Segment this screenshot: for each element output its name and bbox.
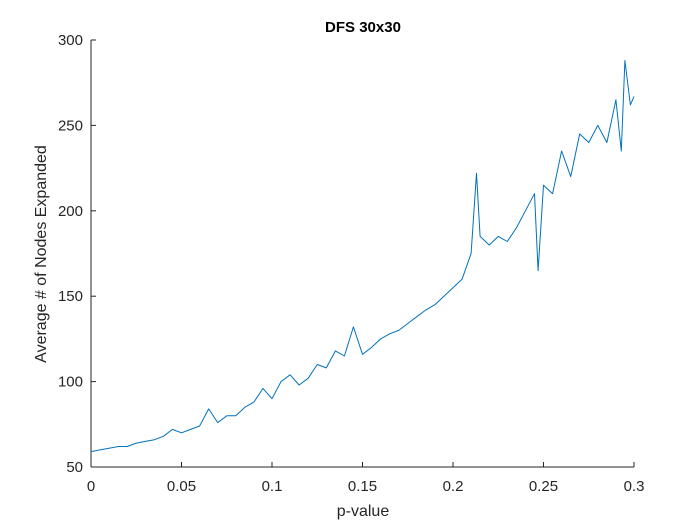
x-tick-label: 0: [87, 478, 95, 495]
x-tick-label: 0.1: [262, 478, 283, 495]
y-tick-label: 50: [66, 459, 83, 476]
plot-area: 0 0.05 0.1 0.15 0.2 0.25 0.3 50 100 150 200 250 300: [58, 32, 644, 495]
y-tick-label: 100: [58, 374, 83, 391]
x-tick-label: 0.15: [348, 478, 377, 495]
x-axis-label: p-value: [337, 503, 390, 520]
x-tick-label: 0.05: [167, 478, 196, 495]
y-axis-label: Average # of Nodes Expanded: [33, 145, 50, 363]
y-tick-label: 300: [58, 32, 83, 49]
x-tick-label: 0.3: [624, 478, 645, 495]
y-tick-label: 150: [58, 288, 83, 305]
y-tick-label: 250: [58, 117, 83, 134]
chart-title: DFS 30x30: [325, 19, 401, 36]
x-tick-label: 0.25: [529, 478, 558, 495]
series-line: [90, 60, 635, 453]
y-tick-label: 200: [58, 203, 83, 220]
x-tick-label: 0.2: [443, 478, 464, 495]
